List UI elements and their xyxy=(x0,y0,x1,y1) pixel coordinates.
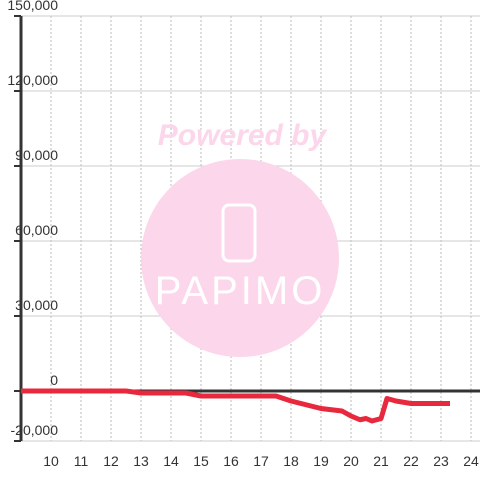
watermark-icon xyxy=(221,203,257,263)
x-tick-label: 16 xyxy=(223,453,239,469)
x-tick-label: 20 xyxy=(343,453,359,469)
x-tick-label: 10 xyxy=(43,453,59,469)
x-tick-label: 12 xyxy=(103,453,119,469)
x-tick-label: 11 xyxy=(74,453,89,469)
watermark-logo: PAPIMO xyxy=(155,269,326,313)
y-tick-label: 90,000 xyxy=(15,147,58,163)
y-tick-label: 30,000 xyxy=(15,297,58,313)
x-tick-label: 15 xyxy=(193,453,209,469)
watermark-title: Powered by xyxy=(158,119,328,152)
watermark-circle xyxy=(141,159,339,357)
x-tick-label: 24 xyxy=(463,453,479,469)
data-line xyxy=(21,388,450,424)
x-tick-label: 14 xyxy=(163,453,179,469)
x-tick-label: 21 xyxy=(373,453,389,469)
x-tick-label: 18 xyxy=(283,453,299,469)
x-tick-label: 19 xyxy=(313,453,329,469)
y-tick-label: 150,000 xyxy=(7,0,58,13)
x-tick-label: 22 xyxy=(403,453,419,469)
y-tick-label: 60,000 xyxy=(15,222,58,238)
y-tick-label: 0 xyxy=(50,372,58,388)
y-tick-label: -20,000 xyxy=(11,422,59,438)
x-tick-label: 23 xyxy=(433,453,449,469)
y-tick-label: 120,000 xyxy=(7,72,58,88)
x-tick-label: 13 xyxy=(133,453,149,469)
x-tick-label: 17 xyxy=(253,453,269,469)
